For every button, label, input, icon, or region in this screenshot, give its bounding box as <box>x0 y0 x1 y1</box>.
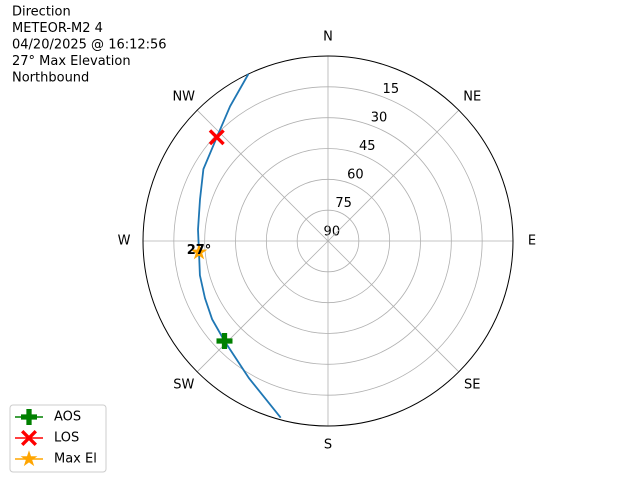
r-tick-label: 30 <box>371 110 388 125</box>
annotation: 27° <box>187 243 212 258</box>
r-tick-label: 75 <box>335 196 352 211</box>
theta-tick-label: NW <box>172 89 195 104</box>
legend-marker <box>20 450 38 467</box>
marker <box>208 129 225 146</box>
grid-spoke <box>327 240 460 373</box>
theta-tick-label: W <box>118 234 131 249</box>
legend-marker <box>21 409 37 425</box>
legend-box <box>9 404 107 473</box>
theta-tick-label: E <box>528 234 536 249</box>
outer-spine <box>142 55 514 427</box>
r-tick-label: 45 <box>359 139 376 154</box>
title-line: 04/20/2025 @ 16:12:56 <box>12 38 167 53</box>
theta-tick-label: N <box>323 30 333 45</box>
title-line: METEOR-M2 4 <box>12 21 103 36</box>
theta-tick-label: SE <box>464 378 480 393</box>
r-tick-label: 60 <box>347 167 364 182</box>
r-tick-label: 15 <box>383 82 400 97</box>
title-line: Northbound <box>12 71 89 86</box>
legend: AOS LOS Max El <box>9 404 107 473</box>
marker <box>190 243 208 260</box>
theta-tick-label: S <box>324 438 332 453</box>
grid-spoke <box>327 109 460 242</box>
legend-marker <box>21 430 37 446</box>
legend-label: LOS <box>54 431 79 446</box>
theta-tick-label: SW <box>173 378 194 393</box>
title-line: Direction <box>12 5 71 20</box>
title-line: 27° Max Elevation <box>12 54 131 69</box>
theta-tick-label: NE <box>463 89 481 104</box>
grid-spoke <box>196 240 329 373</box>
legend-label: AOS <box>54 410 81 425</box>
marker <box>216 332 233 349</box>
grid-spoke <box>196 109 329 242</box>
legend-label: Max El <box>54 452 97 467</box>
